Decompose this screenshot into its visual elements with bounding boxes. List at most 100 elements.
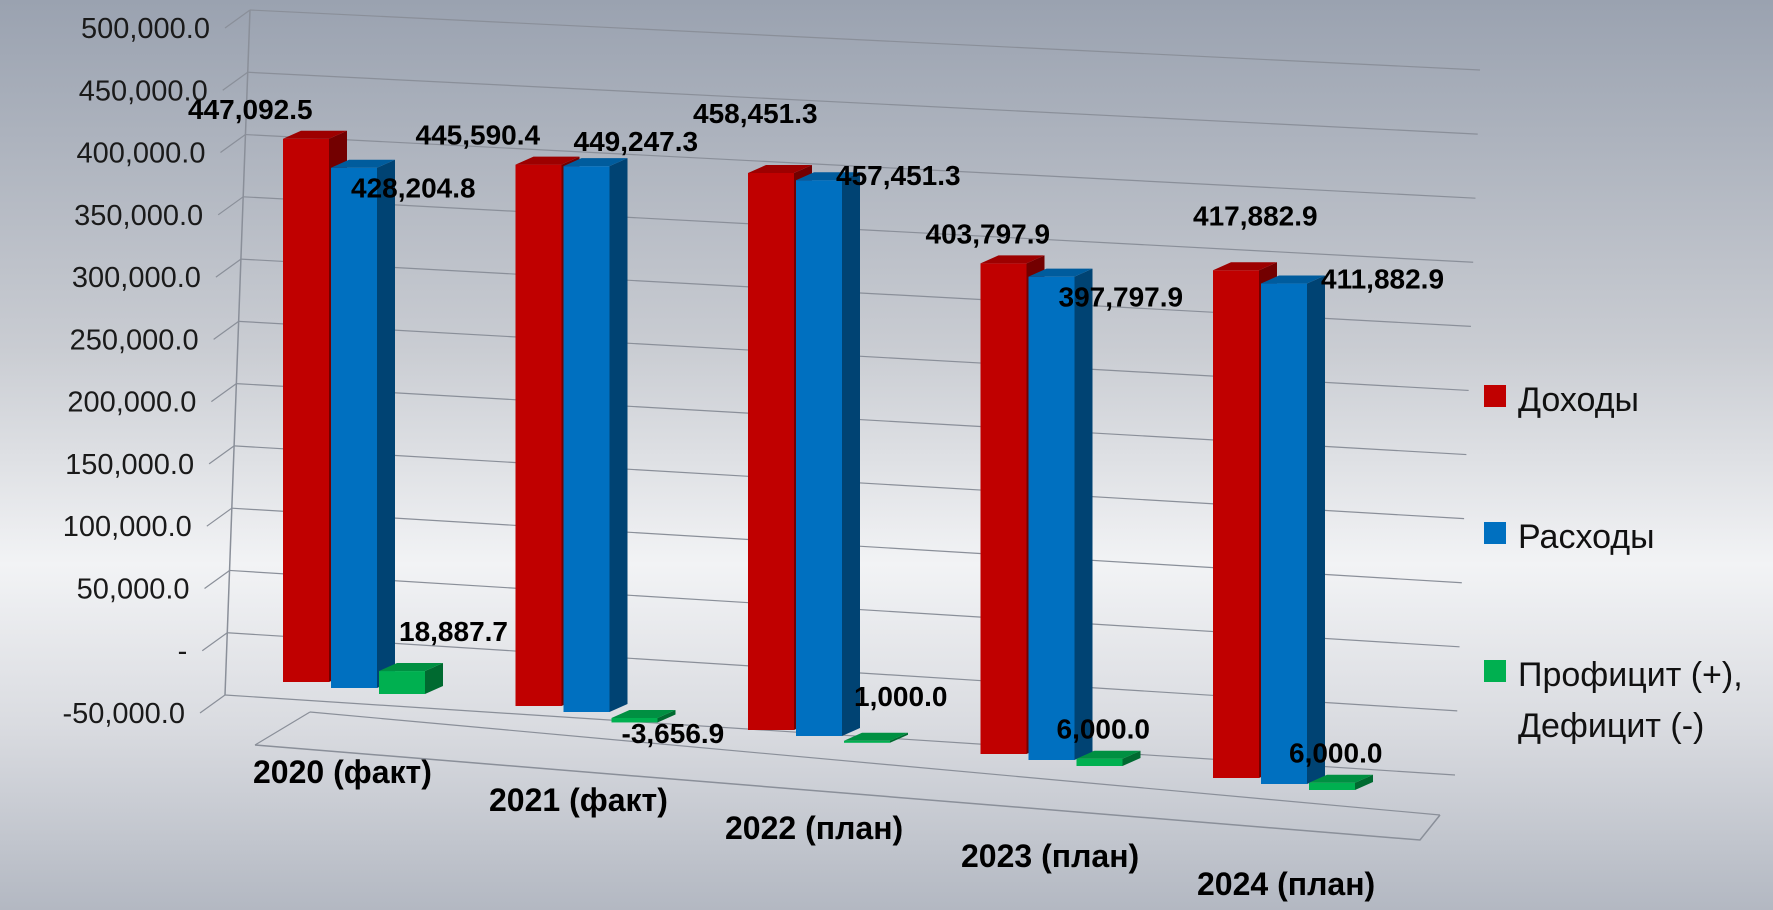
bar-4-3 xyxy=(1076,750,1141,766)
gridline-side xyxy=(204,569,230,589)
bar-front xyxy=(980,263,1027,754)
gridline-side xyxy=(222,71,249,91)
y-tick-label: 350,000.0 xyxy=(74,200,203,232)
legend-item-balance: Профицит (+), Дефицит (-) xyxy=(1484,650,1743,752)
y-tick-label: 250,000.0 xyxy=(70,324,199,356)
data-label: 457,451.3 xyxy=(836,160,961,191)
bar-front xyxy=(563,166,610,712)
x-axis-category-labels: 2020 (факт) 2021 (факт) 2022 (план) 2023 (п… xyxy=(253,754,1375,902)
floor-side-edge xyxy=(254,711,311,746)
bar-front xyxy=(748,172,794,730)
bar-top xyxy=(1028,268,1093,277)
data-label: 1,000.0 xyxy=(854,681,947,712)
y-tick-label: 450,000.0 xyxy=(79,75,208,107)
bar-side xyxy=(842,172,860,737)
legend-label-expenses: Расходы xyxy=(1518,518,1655,556)
y-tick-label: 400,000.0 xyxy=(76,138,205,170)
data-label: 447,092.5 xyxy=(188,94,313,125)
legend-item-income: Доходы xyxy=(1484,375,1639,426)
data-label: 403,797.9 xyxy=(926,218,1051,249)
gridline xyxy=(245,133,1476,199)
data-label: 428,204.8 xyxy=(351,173,476,204)
data-labels: 447,092.5 428,204.8 18,887.7 445,590.4 449,2… xyxy=(188,94,1444,769)
bar-front xyxy=(1309,782,1355,790)
bar-front xyxy=(1076,758,1123,766)
bar-side xyxy=(1355,774,1373,790)
bar-front xyxy=(796,180,842,737)
legend-item-expenses: Расходы xyxy=(1484,512,1655,563)
x-category-label: 2023 (план) xyxy=(961,838,1139,874)
bar-top xyxy=(1076,750,1141,759)
data-label: 18,887.7 xyxy=(399,616,508,647)
bar-top xyxy=(748,164,812,173)
data-label: 449,247.3 xyxy=(574,126,699,157)
legend-swatch-expenses xyxy=(1484,522,1506,544)
bar-3-2 xyxy=(796,172,860,737)
bar-2-3 xyxy=(611,710,676,723)
floor-back-edge xyxy=(309,711,1441,816)
bar-front xyxy=(611,718,658,723)
bar-4-2 xyxy=(1028,268,1093,760)
bar-top xyxy=(1261,275,1325,284)
bar-top xyxy=(515,156,580,165)
bar-3-3 xyxy=(844,732,908,743)
data-label: 411,882.9 xyxy=(1321,264,1444,295)
x-category-label: 2022 (план) xyxy=(725,810,903,846)
bars xyxy=(283,130,1373,790)
chart-floor xyxy=(254,711,1441,841)
legend-swatch-balance xyxy=(1484,660,1506,682)
y-tick-label: -50,000.0 xyxy=(62,698,185,730)
bar-top xyxy=(796,172,860,181)
gridline-side xyxy=(224,9,251,29)
bar-5-2 xyxy=(1261,275,1325,784)
bar-front xyxy=(379,671,425,694)
bar-1-2 xyxy=(331,159,395,688)
bar-side xyxy=(425,663,443,694)
bar-5-3 xyxy=(1309,774,1373,790)
bar-top xyxy=(1309,774,1373,783)
bar-top xyxy=(563,158,628,167)
data-label: 397,797.9 xyxy=(1059,282,1184,313)
legend-label-balance-line2: Дефицит (-) xyxy=(1518,707,1705,745)
gridline-side xyxy=(213,320,239,340)
bar-side xyxy=(609,158,628,712)
data-label: 417,882.9 xyxy=(1193,200,1318,231)
bar-side xyxy=(657,710,676,723)
bar-front xyxy=(844,740,890,743)
chart-walls xyxy=(224,9,251,696)
bar-top xyxy=(331,159,395,168)
y-tick-label: 100,000.0 xyxy=(63,511,192,543)
bar-front xyxy=(1028,276,1075,760)
gridline-side xyxy=(208,445,235,465)
legend-swatch-income xyxy=(1484,385,1506,407)
y-tick-label: 500,000.0 xyxy=(81,13,210,45)
data-label: 6,000.0 xyxy=(1289,738,1382,769)
bar-front xyxy=(283,138,329,683)
bar-top xyxy=(844,732,908,741)
bar-top xyxy=(611,710,676,718)
floor-front-edge xyxy=(254,744,1441,841)
bar-2-2 xyxy=(563,158,628,712)
gridline-side xyxy=(201,632,228,652)
data-label: 6,000.0 xyxy=(1057,714,1150,745)
bar-top xyxy=(980,255,1045,264)
bar-side xyxy=(1307,275,1325,784)
y-tick-label: 300,000.0 xyxy=(72,262,201,294)
bar-top xyxy=(283,130,347,139)
legend-label-balance: Профицит (+), Дефицит (-) xyxy=(1518,650,1743,752)
gridline xyxy=(249,9,1481,71)
bar-side xyxy=(1074,268,1093,760)
gridline-side xyxy=(220,134,246,154)
data-label: 445,590.4 xyxy=(416,120,541,151)
y-axis-tick-labels: -50,000.0-50,000.0100,000.0150,000.0200,… xyxy=(62,13,210,730)
bar-top xyxy=(1213,262,1277,271)
legend-label-balance-line1: Профицит (+), xyxy=(1518,656,1743,694)
bar-side xyxy=(890,732,908,743)
gridline-side xyxy=(199,694,226,714)
bar-1-3 xyxy=(379,663,443,694)
y-tick-label: - xyxy=(178,636,188,668)
bar-front xyxy=(331,167,377,688)
gridline-side xyxy=(215,258,242,278)
x-category-label: 2024 (план) xyxy=(1197,866,1375,902)
